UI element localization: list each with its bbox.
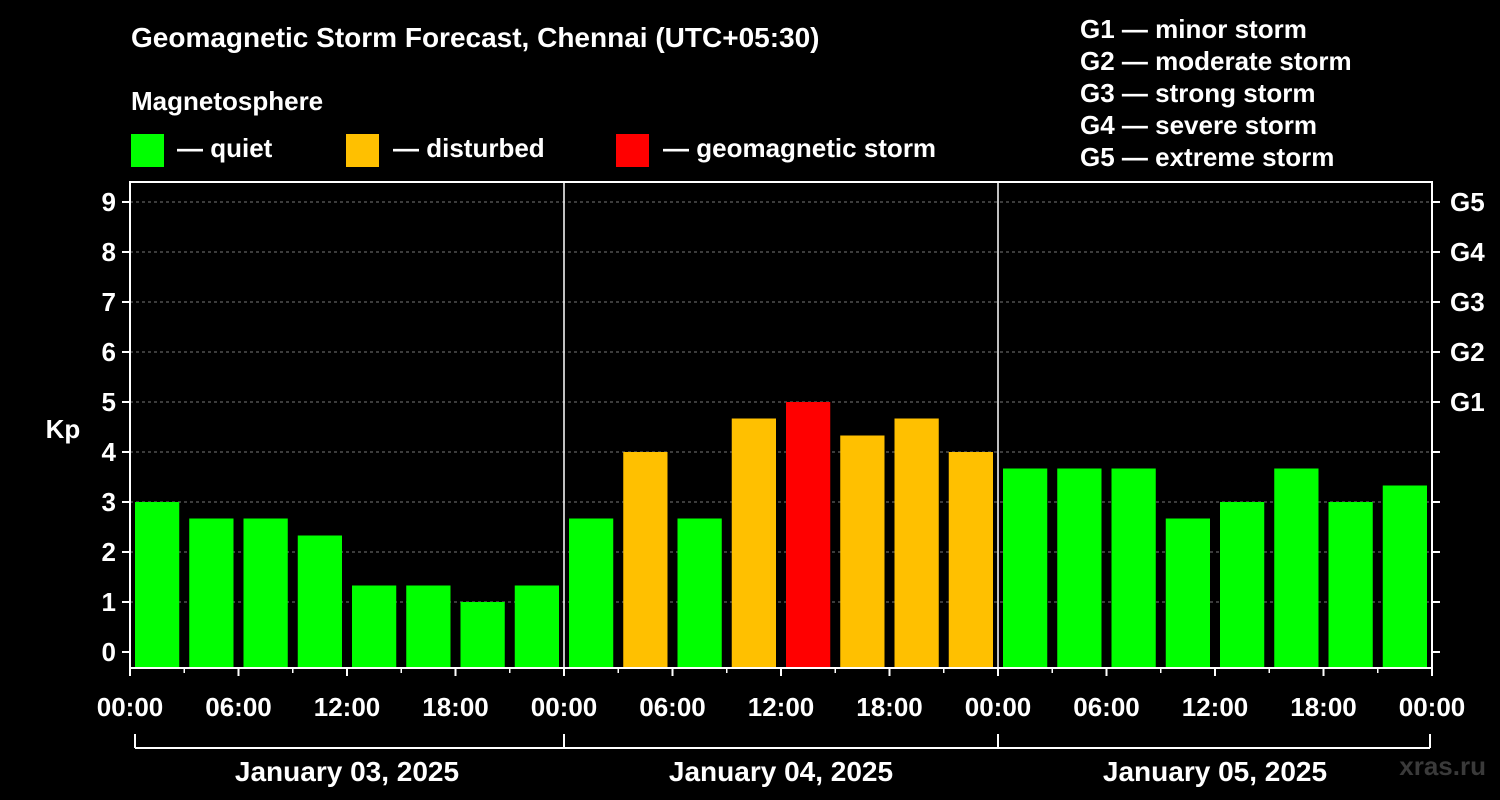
kp-bar (460, 602, 505, 668)
legend-swatch-disturbed (346, 134, 379, 167)
x-tick-label: 00:00 (965, 692, 1032, 722)
g-level-label: G1 (1450, 387, 1485, 417)
y-tick-label: 5 (102, 387, 116, 417)
x-tick-label: 12:00 (1182, 692, 1249, 722)
kp-bar (1328, 502, 1373, 668)
day-label: January 04, 2025 (669, 756, 893, 787)
day-label: January 03, 2025 (235, 756, 459, 787)
g-level-label: G2 (1450, 337, 1485, 367)
kp-bar (189, 518, 234, 668)
x-tick-label: 18:00 (1290, 692, 1357, 722)
kp-bar (840, 435, 885, 668)
kp-bar (623, 452, 668, 668)
y-tick-label: 0 (102, 637, 116, 667)
kp-bar (1382, 485, 1427, 668)
kp-bar (297, 535, 342, 668)
g-scale-g3: G3 — strong storm (1080, 78, 1316, 108)
x-tick-label: 12:00 (314, 692, 381, 722)
legend-swatch-storm (616, 134, 649, 167)
y-tick-label: 4 (102, 437, 117, 467)
x-tick-label: 12:00 (748, 692, 815, 722)
y-tick-label: 6 (102, 337, 116, 367)
kp-bar (1111, 468, 1156, 668)
g-scale-g4: G4 — severe storm (1080, 110, 1318, 140)
kp-bar (1220, 502, 1265, 668)
x-tick-label: 00:00 (1399, 692, 1466, 722)
legend-heading: Magnetosphere (131, 86, 324, 116)
kp-bar (948, 452, 993, 668)
g-scale-g2: G2 — moderate storm (1080, 46, 1352, 76)
x-tick-label: 18:00 (422, 692, 489, 722)
x-tick-label: 06:00 (639, 692, 706, 722)
x-tick-label: 00:00 (97, 692, 164, 722)
x-tick-label: 06:00 (1073, 692, 1140, 722)
kp-bar (243, 518, 288, 668)
legend-label-disturbed: — disturbed (393, 133, 545, 163)
watermark: xras.ru (1399, 751, 1486, 781)
kp-bar (135, 502, 180, 668)
kp-bar (1057, 468, 1102, 668)
legend-label-storm: — geomagnetic storm (663, 133, 937, 163)
legend-label-quiet: — quiet (177, 133, 273, 163)
kp-bar (1003, 468, 1048, 668)
kp-bar (406, 585, 451, 668)
y-tick-label: 9 (102, 187, 116, 217)
y-tick-label: 2 (102, 537, 116, 567)
kp-bar (514, 585, 559, 668)
g-level-label: G3 (1450, 287, 1485, 317)
g-level-label: G5 (1450, 187, 1485, 217)
g-scale-g5: G5 — extreme storm (1080, 142, 1335, 172)
x-tick-label: 06:00 (205, 692, 272, 722)
x-tick-label: 18:00 (856, 692, 923, 722)
kp-bar (677, 518, 722, 668)
legend-swatch-quiet (131, 134, 164, 167)
kp-bar (731, 418, 776, 668)
y-axis-label: Kp (46, 414, 81, 444)
kp-bar (1165, 518, 1210, 668)
kp-bar (352, 585, 397, 668)
kp-bar (894, 418, 939, 668)
g-level-label: G4 (1450, 237, 1485, 267)
y-tick-label: 3 (102, 487, 116, 517)
kp-bar (786, 402, 831, 668)
y-tick-label: 8 (102, 237, 116, 267)
g-scale-g1: G1 — minor storm (1080, 14, 1307, 44)
y-tick-label: 7 (102, 287, 116, 317)
x-tick-label: 00:00 (531, 692, 598, 722)
kp-bar (569, 518, 614, 668)
chart-title: Geomagnetic Storm Forecast, Chennai (UTC… (131, 22, 820, 53)
day-label: January 05, 2025 (1103, 756, 1327, 787)
kp-bar (1274, 468, 1319, 668)
y-tick-label: 1 (102, 587, 116, 617)
